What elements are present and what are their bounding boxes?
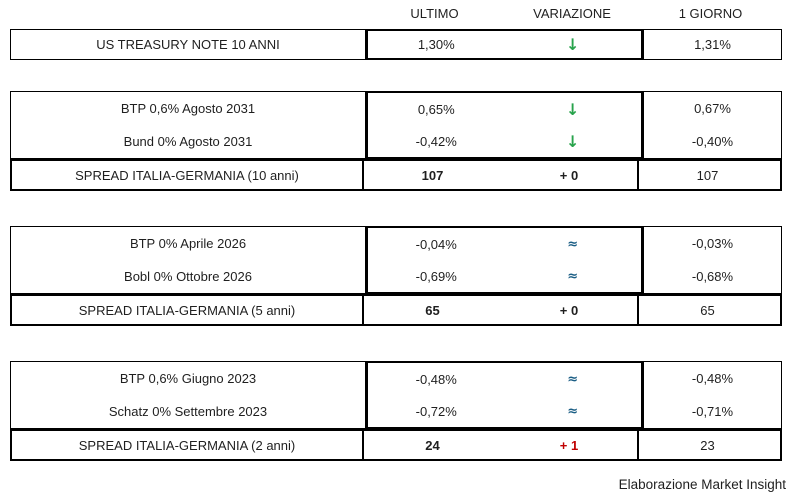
ultimo-value: -0,04% (415, 236, 457, 252)
ten-year-rows: BTP 0,6% Agosto 2031 Bund 0% Agosto 2031… (10, 91, 782, 159)
label-box: BTP 0,6% Agosto 2031 Bund 0% Agosto 2031 (10, 91, 366, 159)
spread-ultimo-value: 107 (421, 167, 444, 183)
giorno-value: 1,31% (694, 37, 731, 52)
label-box: US TREASURY NOTE 10 ANNI (10, 29, 366, 60)
spread-ultimo-value: 24 (425, 437, 440, 453)
column-header-1-giorno: 1 GIORNO (678, 5, 743, 21)
ultimo-variazione-box: -0,04% ≈ -0,69% ≈ (366, 226, 643, 294)
giorno-value: -0,03% (691, 236, 734, 251)
spread-giorno-value: 107 (696, 167, 719, 183)
instrument-label: Schatz 0% Settembre 2023 (108, 404, 268, 419)
giorno-box: -0,48% -0,71% (643, 361, 782, 429)
bond-yields-table: ULTIMO VARIAZIONE 1 GIORNO US TREASURY N… (10, 0, 782, 461)
giorno-value: -0,71% (691, 404, 734, 419)
ultimo-value: 1,30% (417, 37, 455, 52)
ultimo-value: -0,69% (415, 268, 457, 284)
instrument-label: BTP 0,6% Agosto 2031 (120, 101, 256, 116)
ultimo-value: -0,42% (415, 133, 457, 149)
table-row: -0,04% ≈ (368, 228, 641, 260)
instrument-label: Bund 0% Agosto 2031 (123, 134, 253, 149)
spread-row-10-anni: SPREAD ITALIA-GERMANIA (10 anni) 107 + 0… (10, 159, 782, 191)
ultimo-value: -0,72% (415, 403, 457, 419)
down-arrow-icon: ↓ (566, 131, 580, 151)
spread-row-2-anni: SPREAD ITALIA-GERMANIA (2 anni) 24 + 1 2… (10, 429, 782, 461)
spread-label: SPREAD ITALIA-GERMANIA (2 anni) (12, 431, 364, 459)
column-header-ultimo: ULTIMO (410, 5, 459, 21)
giorno-value: 0,67% (694, 101, 731, 116)
table-row: -0,42% ↓ (368, 125, 641, 157)
approx-equal-icon: ≈ (567, 371, 579, 387)
table-row: 1,30% ↓ (368, 31, 641, 58)
down-arrow-icon: ↓ (566, 99, 580, 119)
ultimo-variazione-box: 0,65% ↓ -0,42% ↓ (366, 91, 643, 159)
down-arrow-icon: ↓ (566, 35, 580, 54)
instrument-label: US TREASURY NOTE 10 ANNI (96, 37, 280, 52)
spread-giorno-value: 23 (700, 437, 715, 453)
spread-row-5-anni: SPREAD ITALIA-GERMANIA (5 anni) 65 + 0 6… (10, 294, 782, 326)
label-box: BTP 0,6% Giugno 2023 Schatz 0% Settembre… (10, 361, 366, 429)
instrument-label: BTP 0,6% Giugno 2023 (119, 371, 257, 386)
spread-ultimo-value: 65 (425, 302, 440, 318)
us-treasury-row: US TREASURY NOTE 10 ANNI 1,30% ↓ 1,31% (10, 29, 782, 60)
giorno-box: -0,03% -0,68% (643, 226, 782, 294)
spread-label: SPREAD ITALIA-GERMANIA (5 anni) (12, 296, 364, 324)
giorno-value: -0,68% (691, 269, 734, 284)
column-header-row: ULTIMO VARIAZIONE 1 GIORNO (10, 2, 782, 24)
instrument-label: Bobl 0% Ottobre 2026 (124, 269, 252, 284)
five-year-rows: BTP 0% Aprile 2026 Bobl 0% Ottobre 2026 … (10, 226, 782, 294)
spread-variazione-value: + 1 (501, 431, 639, 459)
approx-equal-icon: ≈ (567, 268, 579, 284)
spread-variazione-value: + 0 (501, 161, 639, 189)
table-row: -0,69% ≈ (368, 260, 641, 292)
giorno-box: 1,31% (643, 29, 782, 60)
giorno-box: 0,67% -0,40% (643, 91, 782, 159)
instrument-label: BTP 0% Aprile 2026 (129, 236, 247, 251)
column-header-variazione: VARIAZIONE (533, 5, 611, 21)
ultimo-value: -0,48% (415, 371, 457, 387)
giorno-value: -0,40% (691, 134, 734, 149)
ultimo-value: 0,65% (417, 101, 455, 117)
approx-equal-icon: ≈ (567, 403, 579, 419)
two-year-rows: BTP 0,6% Giugno 2023 Schatz 0% Settembre… (10, 361, 782, 429)
ultimo-variazione-box: 1,30% ↓ (366, 29, 643, 60)
giorno-value: -0,48% (691, 371, 734, 386)
spread-variazione-value: + 0 (501, 296, 639, 324)
ultimo-variazione-box: -0,48% ≈ -0,72% ≈ (366, 361, 643, 429)
table-row: -0,72% ≈ (368, 395, 641, 427)
spread-giorno-value: 65 (700, 302, 715, 318)
table-row: 0,65% ↓ (368, 93, 641, 125)
spread-label: SPREAD ITALIA-GERMANIA (10 anni) (12, 161, 364, 189)
table-row: -0,48% ≈ (368, 363, 641, 395)
label-box: BTP 0% Aprile 2026 Bobl 0% Ottobre 2026 (10, 226, 366, 294)
source-credit: Elaborazione Market Insight (618, 477, 786, 492)
approx-equal-icon: ≈ (567, 236, 579, 252)
